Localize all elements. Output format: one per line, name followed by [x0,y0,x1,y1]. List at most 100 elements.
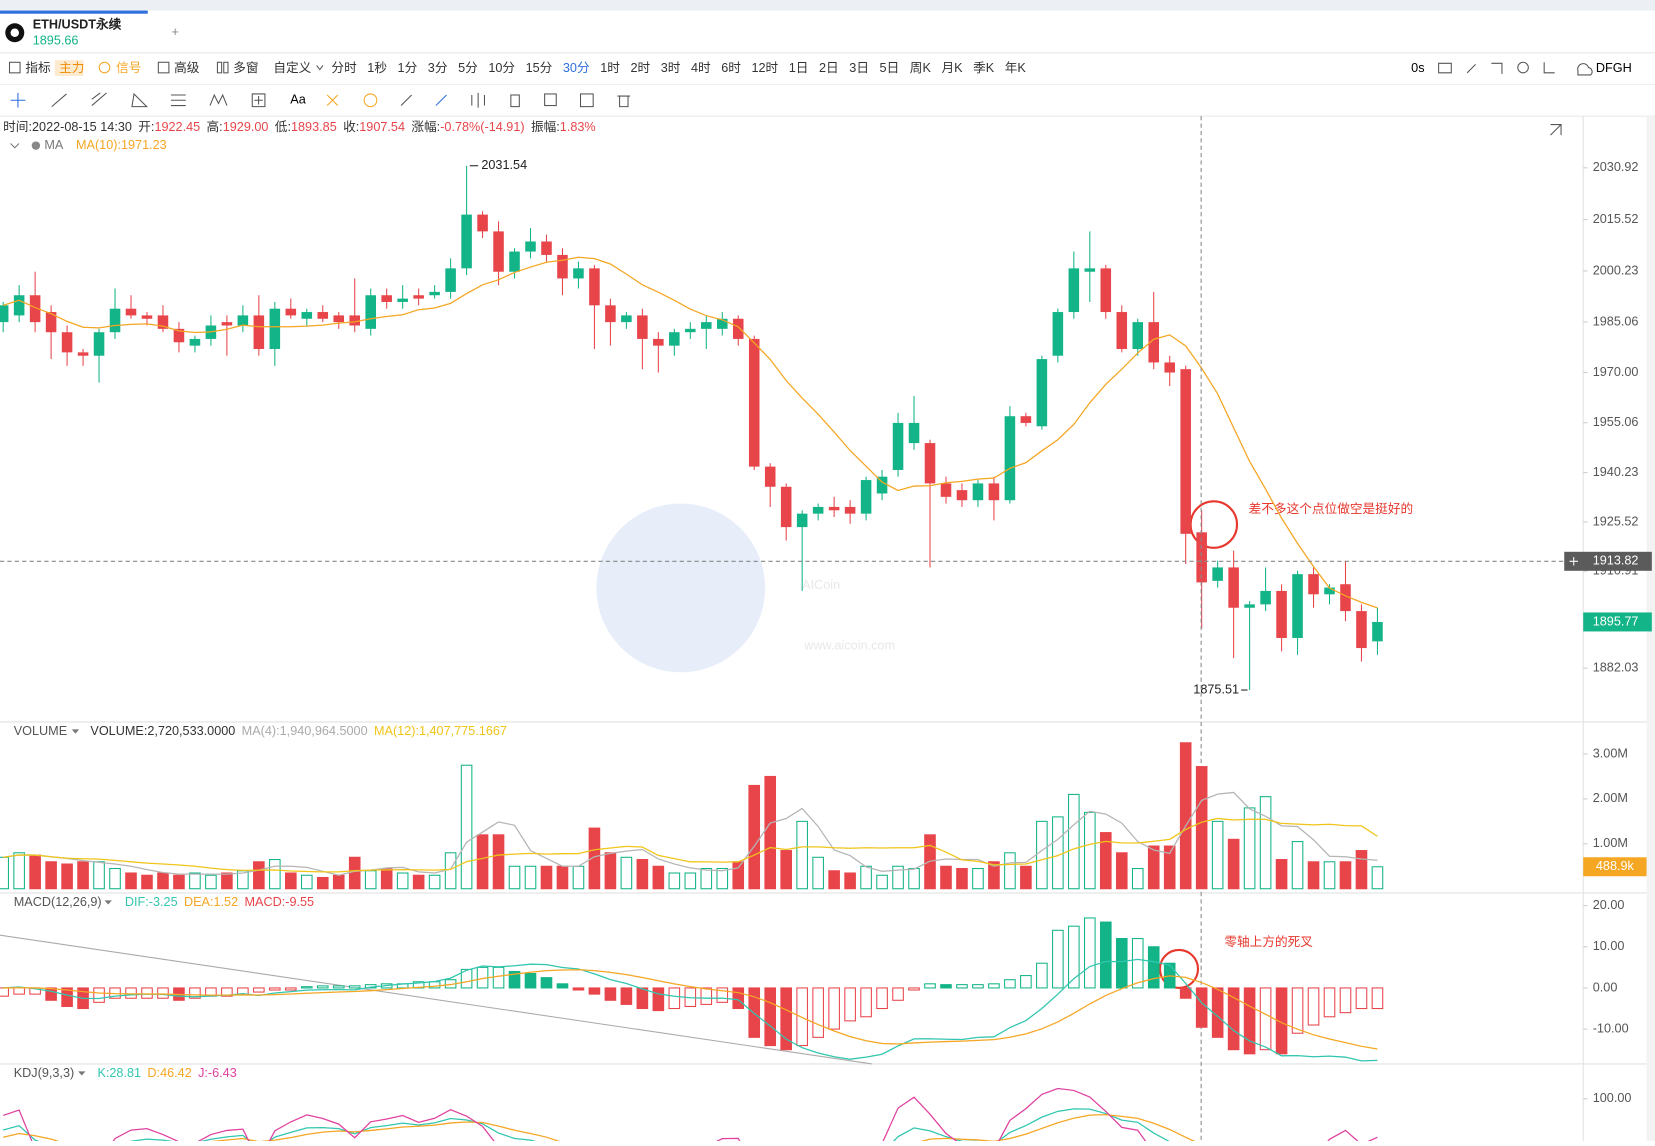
info-label: 收: [343,120,359,134]
symbol[interactable]: ETH/USDT永续 [33,17,122,32]
candle-body [301,312,313,319]
candle-body [1244,604,1255,608]
interval: 1日 [789,61,809,75]
add-tab[interactable]: + [172,25,179,39]
watermark-brand: AICoin [802,578,840,592]
j-line [2,1087,1378,1141]
y-tick-label: 2030.92 [1593,160,1639,174]
volume-bar [45,861,57,890]
macd-bar [1371,987,1384,1010]
macd-bar [1339,987,1352,1014]
candle-body [13,295,25,316]
top-bar [0,0,1655,11]
volume-bar [1243,807,1256,890]
candle-body [29,295,41,323]
volume-bar [940,865,952,890]
interval: 3日 [849,61,869,75]
volume-bar [348,856,361,890]
legend-value: MACD:-9.55 [244,895,314,909]
legend-value: VOLUME:2,720,533.0000 [90,724,235,738]
volume-bar [956,867,968,890]
candle-body [972,483,984,501]
macd-bar [1291,987,1304,1034]
volume-bar [476,834,489,890]
candle-body [908,422,920,444]
candle-body [253,315,265,350]
macd-bar [668,987,681,1010]
info-value: -0.78%(-14.91) [440,120,524,134]
candle-body [605,305,616,323]
candle-body [764,466,776,487]
macd-bar [157,987,169,999]
legend-name: MA [44,138,64,152]
macd-bar [13,987,25,995]
volume-bar [508,865,521,890]
candle-body [988,483,1000,501]
volume-bar [77,861,89,890]
macd-bar [1052,929,1064,989]
icon [216,61,223,74]
macd-bar [285,987,297,991]
macd-bar [556,983,569,989]
candle-body [1148,322,1160,363]
candle-body [637,315,648,339]
candle-body [796,513,808,528]
y-tick-label: 1925.52 [1593,514,1639,528]
volume-bar [860,865,872,890]
volume-bar [364,870,377,890]
macd-bar [1179,987,1192,999]
volume-bar [332,874,345,890]
dea-line [3,969,1378,1050]
toolbar-item: 0s [1411,61,1424,75]
toolbar-item: 指标 [25,61,51,75]
volume-bar [972,867,984,890]
volume-bar [1323,861,1336,890]
y-tick-label: 10.00 [1593,939,1625,953]
macd-bar [508,970,521,989]
volume-bar [1099,832,1112,890]
trend-line[interactable] [0,934,872,1065]
macd-bar [125,987,137,999]
chevron [316,65,324,71]
legend-value: K:28.81 [97,1066,141,1080]
interval: 周K [910,61,932,75]
volume-bar [1211,820,1224,890]
logo-inner [10,28,19,37]
watermark-logo [596,503,766,673]
candle-body [573,268,584,279]
candle-body [1164,362,1175,373]
macd-bar [940,984,952,989]
volume-bar [1179,742,1192,890]
candle-body [45,312,57,333]
candle-body [397,298,408,302]
annotation: 差不多这个点位做空是挺好的 [1249,501,1414,516]
macd-bar [1275,987,1288,1055]
interval: 12时 [751,61,778,75]
candle-body [1100,268,1112,313]
volume-bar [300,874,313,890]
volume-bar [1355,850,1368,890]
candle-body [844,506,856,514]
macd-bar [620,987,633,1005]
candle-body [1276,590,1287,638]
interval: 30分 [563,61,590,75]
legend-chevron [71,729,80,734]
macd-bar [844,987,856,1022]
toolbar-item: 自定义 [273,61,311,75]
candle-body [892,422,904,470]
tab-indicator [0,10,148,14]
macd-bar [540,977,553,989]
volume-bar [764,775,777,890]
volume-bar [444,852,457,890]
candle-body [1084,268,1096,272]
volume-bar [652,865,665,890]
volume-bar [1084,811,1096,890]
macd-bar [956,984,968,989]
candle-body [1132,322,1144,350]
macd-bar [1323,987,1336,1018]
interval: 5分 [458,61,478,75]
macd-bar [141,987,153,999]
candle-body [0,305,9,323]
info-value: 1929.00 [223,120,269,134]
legend-value: MA(4):1,940,964.5000 [242,724,368,738]
